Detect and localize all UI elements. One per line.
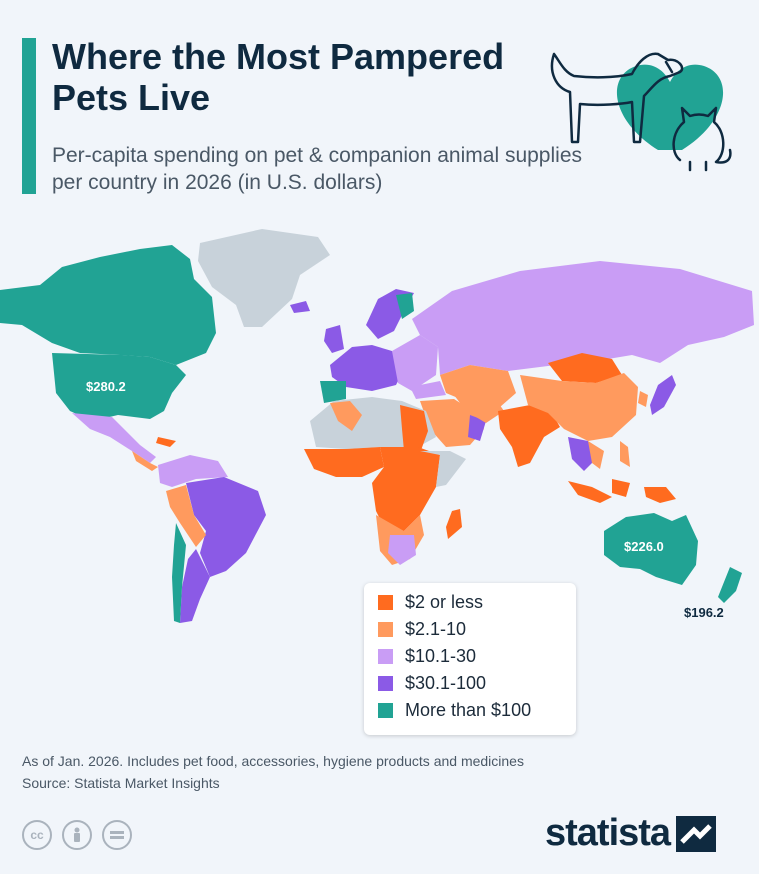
world-choropleth-map: [0, 229, 754, 623]
legend-swatch-gt100: [378, 703, 393, 718]
region-indonesia: [568, 479, 630, 503]
region-japan: [650, 375, 676, 415]
region-iceland: [290, 301, 310, 313]
region-peru-bolivia: [166, 485, 206, 547]
region-finland: [396, 293, 414, 319]
region-central-america-south: [132, 451, 158, 471]
brand-name: statista: [545, 812, 671, 854]
region-papua: [644, 487, 676, 503]
region-western-europe: [330, 345, 404, 391]
region-korea: [638, 391, 648, 407]
statista-logo[interactable]: statista: [545, 812, 717, 855]
region-morocco-algeria: [330, 401, 362, 431]
region-argentina: [180, 549, 210, 623]
footnote-source: Source: Statista Market Insights: [22, 775, 220, 791]
legend-label: $30.1-100: [405, 673, 487, 693]
region-egypt-sudan: [400, 405, 428, 453]
region-iberia: [320, 381, 346, 403]
region-iran: [454, 391, 504, 423]
region-caribbean: [156, 437, 176, 447]
region-canada-alaska: [0, 245, 216, 365]
legend-label: $2 or less: [405, 592, 484, 612]
legend-label: $10.1-30: [405, 646, 477, 666]
label-us-value: $280.2: [86, 379, 126, 394]
region-horn-of-africa: [420, 451, 466, 487]
license-icons: cc: [22, 820, 132, 850]
legend-swatch-10-30: [378, 649, 393, 664]
region-south-america-north: [158, 455, 228, 487]
pet-heart-illustration-icon: [550, 52, 732, 172]
accent-bar: [22, 38, 36, 194]
region-indochina: [588, 441, 604, 469]
legend-label: More than $100: [405, 700, 532, 720]
region-united-states: [52, 353, 186, 421]
person-icon[interactable]: [62, 820, 92, 850]
map-legend: $2 or less $2.1-10 $10.1-30 $30.1-100 Mo…: [364, 583, 576, 735]
region-philippines: [620, 441, 630, 467]
region-arabia-east: [468, 415, 486, 441]
cc-icon[interactable]: cc: [22, 820, 52, 850]
region-russia: [412, 261, 754, 375]
legend-swatch-30-100: [378, 676, 393, 691]
region-turkey: [410, 381, 446, 399]
page-title: Where the Most Pampered Pets Live: [52, 36, 505, 118]
legend-item: $2 or less: [364, 589, 576, 616]
page-subtitle: Per-capita spending on pet & companion a…: [52, 144, 582, 194]
label-new-zealand-value: $196.2: [684, 605, 724, 620]
footnote-note: As of Jan. 2026. Includes pet food, acce…: [22, 753, 524, 769]
region-china: [520, 373, 638, 441]
legend-item: $2.1-10: [364, 616, 576, 643]
equals-icon[interactable]: [102, 820, 132, 850]
footnote: As of Jan. 2026. Includes pet food, acce…: [22, 750, 524, 794]
region-uk-ireland: [324, 325, 344, 353]
region-mongolia: [548, 353, 622, 383]
legend-item: More than $100: [364, 697, 576, 724]
legend-swatch-le2: [378, 595, 393, 610]
region-india: [498, 405, 560, 467]
region-greenland: [198, 229, 330, 327]
region-eastern-europe: [392, 335, 438, 391]
legend-swatch-2-10: [378, 622, 393, 637]
legend-item: $30.1-100: [364, 670, 576, 697]
region-central-africa: [372, 447, 440, 535]
region-new-zealand: [718, 567, 742, 603]
region-south-africa: [388, 535, 416, 565]
region-west-africa: [304, 447, 384, 477]
legend-item: $10.1-30: [364, 643, 576, 670]
legend-label: $2.1-10: [405, 619, 467, 639]
region-brazil: [186, 477, 266, 577]
region-chile: [172, 523, 186, 623]
label-australia-value: $226.0: [624, 539, 664, 554]
statista-mark-icon: [676, 815, 717, 852]
region-australia: [604, 513, 698, 585]
region-madagascar: [446, 509, 462, 539]
region-mexico-central-america: [72, 413, 156, 463]
